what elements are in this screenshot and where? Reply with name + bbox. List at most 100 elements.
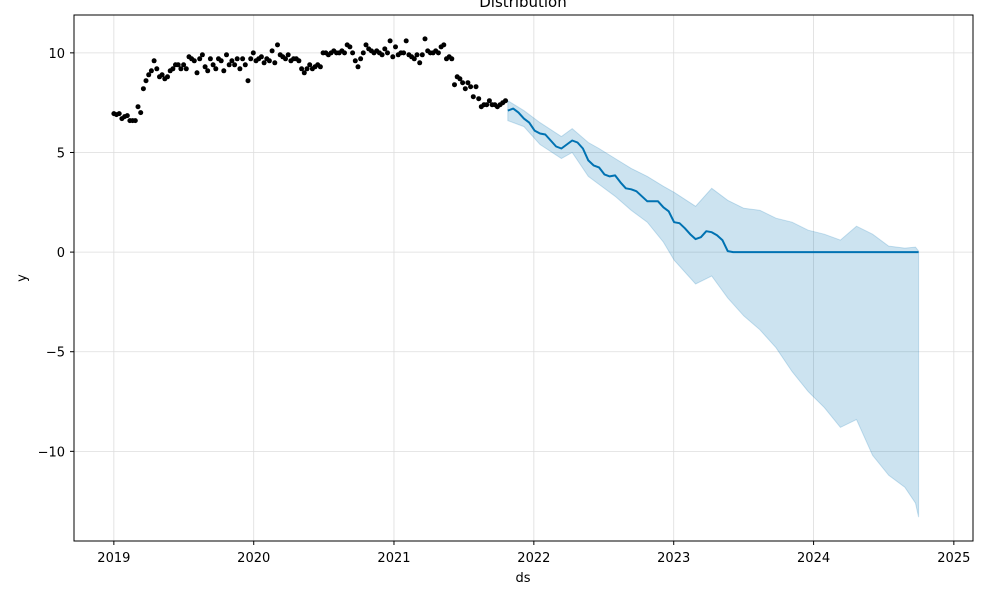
observed-point (470, 94, 476, 100)
observed-point (363, 42, 369, 48)
x-tick-label: 2022 (517, 551, 550, 566)
observed-point (116, 111, 122, 117)
observed-point (285, 52, 291, 58)
observed-point (148, 68, 154, 74)
observed-point (224, 52, 229, 58)
observed-point (143, 78, 149, 84)
observed-point (387, 38, 393, 44)
observed-point (175, 62, 181, 68)
x-axis-label: ds (515, 571, 530, 586)
observed-point (197, 56, 203, 62)
observed-point (261, 60, 267, 66)
observed-point (484, 102, 490, 108)
observed-point (242, 62, 248, 68)
observed-point (347, 44, 353, 50)
observed-point (226, 62, 232, 68)
observed-point (403, 38, 409, 44)
observed-point (393, 44, 398, 50)
observed-point (181, 62, 187, 68)
observed-point (473, 84, 479, 90)
observed-point (385, 50, 390, 56)
observed-point (419, 52, 425, 58)
forecast-line (507, 107, 919, 254)
observed-point (178, 66, 184, 72)
y-tick-label: 0 (57, 246, 65, 261)
observed-point (457, 76, 463, 82)
observed-point (258, 54, 264, 60)
observed-point (245, 78, 251, 84)
observed-point (486, 98, 492, 104)
observed-point (213, 66, 219, 72)
y-tick-label: −10 (38, 445, 65, 460)
chart-title: Distribution (479, 0, 567, 11)
observed-point (304, 66, 310, 72)
observed-point (296, 58, 302, 64)
observed-point (379, 52, 385, 58)
observed-point (382, 46, 388, 52)
observed-point (422, 36, 428, 42)
observed-point (360, 50, 366, 56)
forecast-polyline (507, 107, 919, 254)
x-tick-label: 2019 (97, 551, 130, 566)
observed-point (140, 86, 146, 92)
observed-point (135, 104, 141, 110)
observed-point (191, 58, 197, 64)
observed-point (229, 58, 235, 64)
observed-point (275, 42, 280, 48)
interval-band (507, 99, 920, 518)
observed-point (205, 68, 211, 74)
observed-point (352, 58, 358, 64)
observed-point (350, 50, 356, 56)
observed-point (154, 66, 160, 72)
observed-point (132, 118, 138, 124)
observed-point (183, 66, 189, 72)
observed-point (202, 64, 208, 70)
observed-point (170, 66, 176, 72)
observed-point (476, 96, 482, 102)
observed-point (307, 62, 313, 68)
observed-point (299, 66, 305, 72)
observed-point (465, 80, 471, 86)
observed-point (124, 113, 130, 119)
uncertainty-interval (507, 99, 920, 518)
observed-point (460, 80, 466, 86)
observed-point (232, 62, 238, 68)
x-axis-ticks: 2019 2020 2021 2022 2023 2024 2025 (97, 541, 970, 566)
observed-point (272, 60, 278, 66)
observed-point (411, 56, 417, 62)
observed-point (449, 56, 455, 62)
observed-point (301, 70, 307, 76)
observed-point (151, 58, 157, 64)
observed-point (159, 72, 165, 78)
observed-point (146, 72, 152, 78)
observed-point (138, 110, 144, 116)
y-axis-ticks: 10 5 0 −5 −10 (38, 47, 74, 460)
observed-point (207, 56, 213, 62)
observed-point (221, 68, 227, 74)
plot-frame (73, 14, 974, 542)
observed-points (111, 36, 508, 124)
x-tick-label: 2024 (797, 551, 830, 566)
x-tick-label: 2021 (377, 551, 410, 566)
observed-point (240, 56, 246, 62)
observed-point (250, 50, 256, 56)
observed-point (234, 56, 240, 62)
y-axis-label: y (15, 274, 30, 282)
observed-point (441, 42, 447, 48)
observed-point (435, 50, 441, 56)
observed-point (503, 98, 508, 104)
observed-point (218, 58, 224, 64)
x-tick-label: 2025 (937, 551, 970, 566)
observed-point (269, 48, 275, 54)
observed-point (417, 60, 423, 66)
observed-point (468, 84, 474, 90)
observed-point (452, 82, 457, 88)
observed-point (390, 54, 396, 60)
observed-point (237, 66, 243, 72)
observed-point (248, 56, 254, 62)
observed-point (199, 52, 205, 58)
observed-point (358, 56, 364, 62)
observed-point (401, 50, 407, 56)
